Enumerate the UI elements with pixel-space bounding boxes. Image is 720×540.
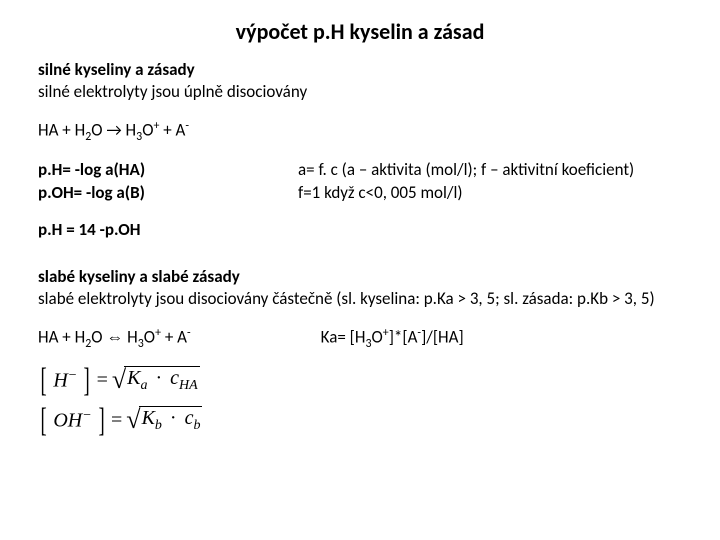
activity-line1: a= f. c (a – aktivita (mol/l); f – aktiv…: [298, 159, 634, 182]
math-formulae: [ H− ] = √ Ka · cHA [ OH− ] = √ Kb · cb: [38, 366, 682, 434]
ph-right: a= f. c (a – aktivita (mol/l); f – aktiv…: [298, 159, 634, 205]
eq-part: O: [91, 327, 106, 348]
strong-heading: silné kyseliny a zásady: [38, 59, 682, 81]
bracket-right-icon: ]: [84, 367, 90, 394]
weak-equation-row: HA + H2O ⇔ H3O+ + A- Ka= [H3O+]*[A-]/[HA…: [38, 325, 682, 352]
ka-part: O: [371, 327, 382, 348]
ka-expression: Ka= [H3O+]*[A-]/[HA]: [321, 325, 464, 352]
weak-section: slabé kyseliny a slabé zásady slabé elek…: [38, 266, 682, 311]
equals: =: [111, 409, 122, 432]
ph-relation: p.H = 14 -p.OH: [38, 219, 682, 242]
bracket-right-icon: ]: [98, 407, 104, 434]
strong-equation: HA + H2O → H3O+ + A-: [38, 118, 682, 145]
eq-part: HA + H: [38, 120, 85, 141]
weak-equation: HA + H2O ⇔ H3O+ + A-: [38, 325, 191, 352]
strong-section: silné kyseliny a zásady silné elektrolyt…: [38, 59, 682, 104]
page-title: výpočet p.H kyselin a zásad: [38, 18, 682, 45]
ka-part: ]/[HA]: [421, 327, 464, 348]
strong-text: silné elektrolyty jsou úplně disociovány: [38, 81, 682, 104]
formula-var: OH−: [53, 408, 91, 433]
ka-part: Ka= [H: [321, 327, 366, 348]
eq-arrow: ⇔: [106, 327, 123, 348]
eq-part: HA + H: [38, 327, 85, 348]
weak-heading: slabé kyseliny a slabé zásady: [38, 266, 682, 288]
sqrt-icon: √ Kb · cb: [126, 406, 202, 434]
eq-part: O: [142, 120, 153, 141]
eq-part: + A: [159, 120, 185, 141]
formula-var: H−: [53, 368, 77, 393]
formula-oh: [ OH− ] = √ Kb · cb: [38, 406, 682, 434]
eq-part: H: [123, 327, 137, 348]
eq-arrow: →: [106, 120, 121, 141]
eq-part: O: [91, 120, 106, 141]
ka-part: ]*[A: [389, 327, 418, 348]
ph-left: p.H= -log a(HA) p.OH= -log a(B): [38, 159, 218, 205]
equals: =: [97, 369, 108, 392]
eq-part: O: [144, 327, 155, 348]
poh-formula: p.OH= -log a(B): [38, 182, 218, 205]
eq-part: H: [122, 120, 136, 141]
activity-line2: f=1 když c<0, 005 mol/l): [298, 182, 634, 205]
ph-row: p.H= -log a(HA) p.OH= -log a(B) a= f. c …: [38, 159, 682, 205]
formula-h: [ H− ] = √ Ka · cHA: [38, 366, 682, 394]
bracket-left-icon: [: [41, 367, 47, 394]
eq-part: + A: [161, 327, 187, 348]
weak-text: slabé elektrolyty jsou disociovány částe…: [38, 288, 682, 311]
sqrt-icon: √ Ka · cHA: [112, 366, 200, 394]
ph-formula: p.H= -log a(HA): [38, 159, 218, 182]
bracket-left-icon: [: [41, 407, 47, 434]
